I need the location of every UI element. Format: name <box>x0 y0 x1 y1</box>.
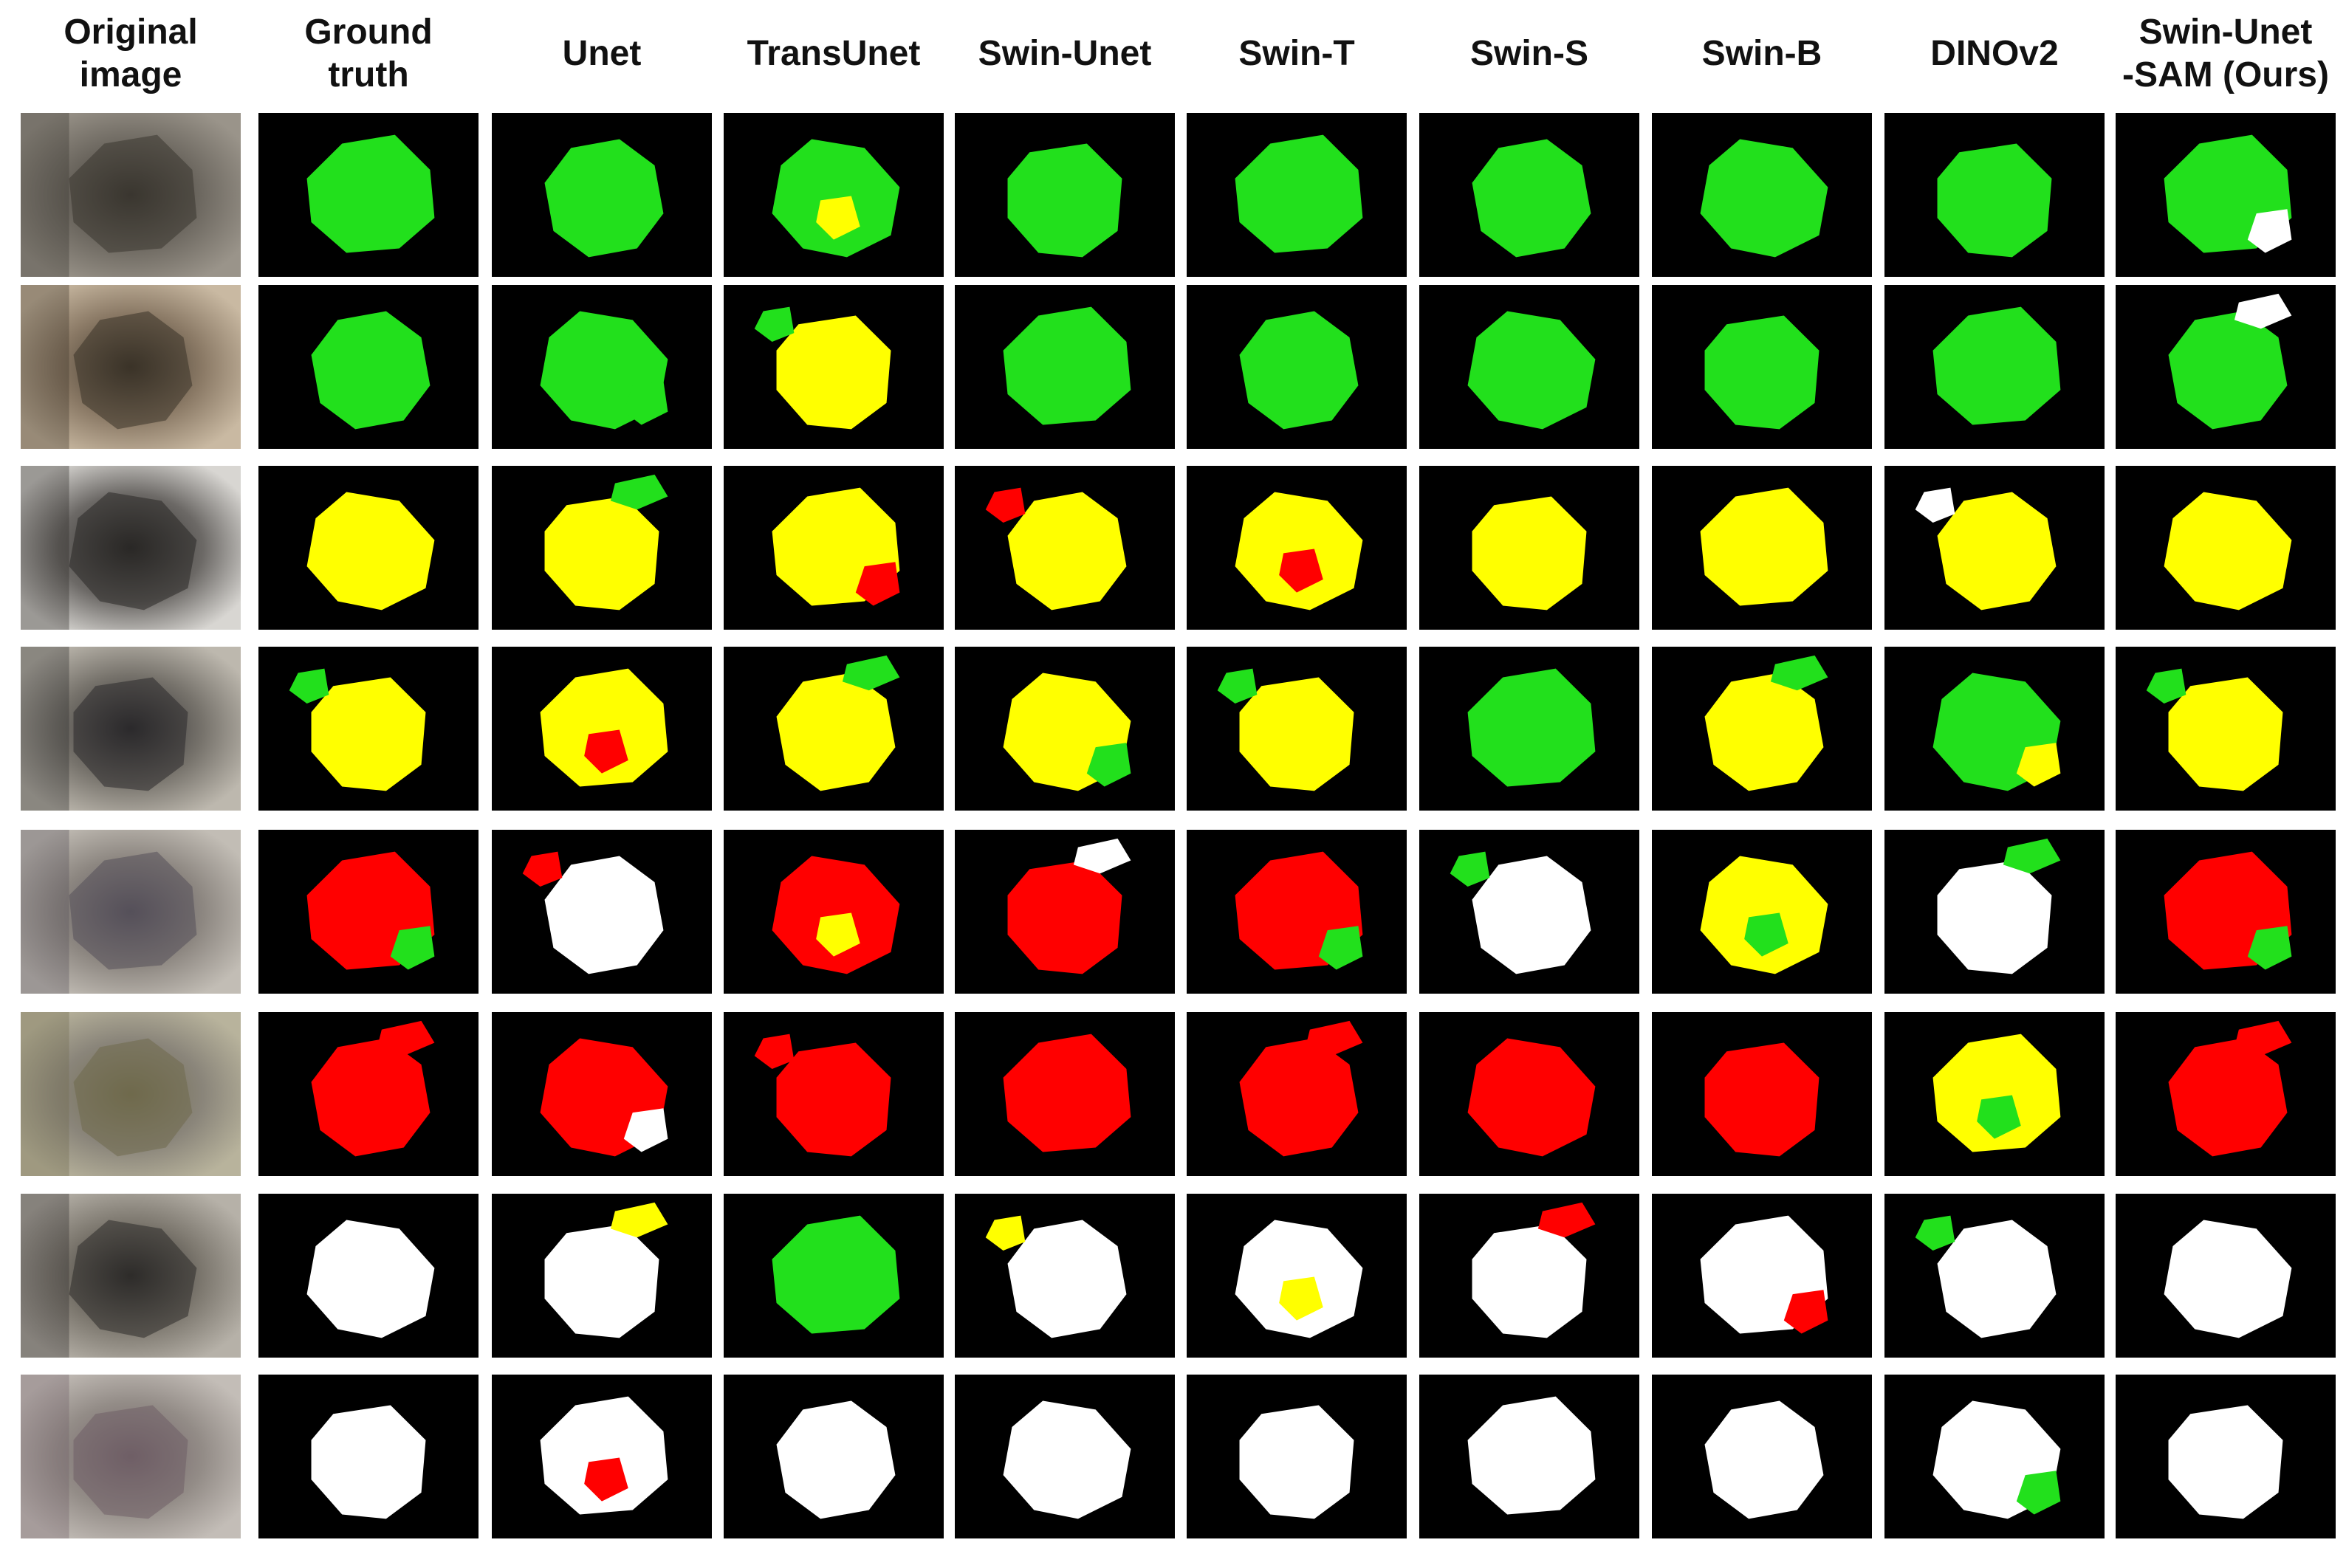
segmentation-mask-swint <box>1187 1375 1407 1538</box>
segmentation-mask-dinov2 <box>1884 830 2105 994</box>
segmentation-mask-swins <box>1419 830 1639 994</box>
segmentation-mask-ours <box>2116 1012 2336 1176</box>
segmentation-mask-swinb <box>1652 285 1872 449</box>
column-header-transunet: TransUnet <box>747 34 921 73</box>
segmentation-mask-dinov2 <box>1884 285 2105 449</box>
segmentation-mask-transunet <box>724 113 944 277</box>
segmentation-mask-unet <box>492 1194 712 1358</box>
segmentation-mask-gt <box>258 285 479 449</box>
original-image <box>21 285 241 449</box>
segmentation-mask-gt <box>258 1194 479 1358</box>
segmentation-mask-gt <box>258 1012 479 1176</box>
segmentation-mask-swint <box>1187 113 1407 277</box>
segmentation-mask-transunet <box>724 1012 944 1176</box>
segmentation-mask-unet <box>492 1375 712 1538</box>
segmentation-mask-transunet <box>724 285 944 449</box>
segmentation-mask-ours <box>2116 466 2336 630</box>
segmentation-mask-swinunet <box>955 647 1175 811</box>
segmentation-mask-unet <box>492 1012 712 1176</box>
segmentation-mask-transunet <box>724 1194 944 1358</box>
column-header-gt: Ground truth <box>304 13 433 94</box>
segmentation-mask-swinunet <box>955 1375 1175 1538</box>
segmentation-mask-gt <box>258 830 479 994</box>
segmentation-mask-swinunet <box>955 1194 1175 1358</box>
segmentation-mask-swins <box>1419 647 1639 811</box>
original-image <box>21 830 241 994</box>
segmentation-mask-swint <box>1187 830 1407 994</box>
segmentation-mask-transunet <box>724 830 944 994</box>
segmentation-mask-ours <box>2116 1194 2336 1358</box>
segmentation-mask-unet <box>492 113 712 277</box>
segmentation-mask-ours <box>2116 647 2336 811</box>
segmentation-mask-ours <box>2116 830 2336 994</box>
column-header-swint: Swin-T <box>1238 34 1355 73</box>
segmentation-mask-swinb <box>1652 1375 1872 1538</box>
segmentation-mask-unet <box>492 466 712 630</box>
segmentation-mask-swinb <box>1652 113 1872 277</box>
segmentation-mask-swins <box>1419 285 1639 449</box>
segmentation-mask-ours <box>2116 1375 2336 1538</box>
column-header-dinov2: DINOv2 <box>1930 34 2059 73</box>
segmentation-mask-swinb <box>1652 1012 1872 1176</box>
original-image <box>21 466 241 630</box>
segmentation-mask-swinunet <box>955 1012 1175 1176</box>
segmentation-mask-swinunet <box>955 285 1175 449</box>
segmentation-mask-swint <box>1187 1012 1407 1176</box>
column-header-swinunet: Swin-Unet <box>978 34 1152 73</box>
segmentation-mask-swint <box>1187 1194 1407 1358</box>
segmentation-mask-gt <box>258 113 479 277</box>
segmentation-mask-unet <box>492 830 712 994</box>
segmentation-mask-swinunet <box>955 466 1175 630</box>
segmentation-mask-transunet <box>724 647 944 811</box>
original-image <box>21 647 241 811</box>
segmentation-mask-transunet <box>724 466 944 630</box>
segmentation-mask-swinb <box>1652 647 1872 811</box>
original-image <box>21 113 241 277</box>
segmentation-mask-swins <box>1419 1012 1639 1176</box>
segmentation-mask-dinov2 <box>1884 466 2105 630</box>
column-header-swinb: Swin-B <box>1701 34 1822 73</box>
segmentation-mask-ours <box>2116 285 2336 449</box>
original-image <box>21 1194 241 1358</box>
segmentation-mask-swins <box>1419 1375 1639 1538</box>
segmentation-mask-unet <box>492 285 712 449</box>
segmentation-mask-unet <box>492 647 712 811</box>
segmentation-mask-transunet <box>724 1375 944 1538</box>
segmentation-mask-swinb <box>1652 466 1872 630</box>
segmentation-mask-dinov2 <box>1884 1194 2105 1358</box>
segmentation-mask-swinunet <box>955 113 1175 277</box>
segmentation-mask-swinb <box>1652 830 1872 994</box>
segmentation-mask-dinov2 <box>1884 1375 2105 1538</box>
segmentation-mask-dinov2 <box>1884 1012 2105 1176</box>
column-header-ours: Swin-Unet -SAM (Ours) <box>2122 13 2329 94</box>
segmentation-mask-swint <box>1187 647 1407 811</box>
original-image <box>21 1375 241 1538</box>
segmentation-mask-dinov2 <box>1884 113 2105 277</box>
segmentation-mask-swins <box>1419 113 1639 277</box>
segmentation-mask-gt <box>258 466 479 630</box>
column-header-unet: Unet <box>562 34 642 73</box>
segmentation-mask-swint <box>1187 285 1407 449</box>
segmentation-mask-gt <box>258 647 479 811</box>
segmentation-mask-gt <box>258 1375 479 1538</box>
column-header-swins: Swin-S <box>1469 34 1588 73</box>
segmentation-mask-swinb <box>1652 1194 1872 1358</box>
segmentation-mask-dinov2 <box>1884 647 2105 811</box>
column-header-original: Original image <box>64 13 198 94</box>
segmentation-mask-swins <box>1419 466 1639 630</box>
segmentation-mask-ours <box>2116 113 2336 277</box>
original-image <box>21 1012 241 1176</box>
segmentation-mask-swins <box>1419 1194 1639 1358</box>
segmentation-mask-swint <box>1187 466 1407 630</box>
segmentation-mask-swinunet <box>955 830 1175 994</box>
